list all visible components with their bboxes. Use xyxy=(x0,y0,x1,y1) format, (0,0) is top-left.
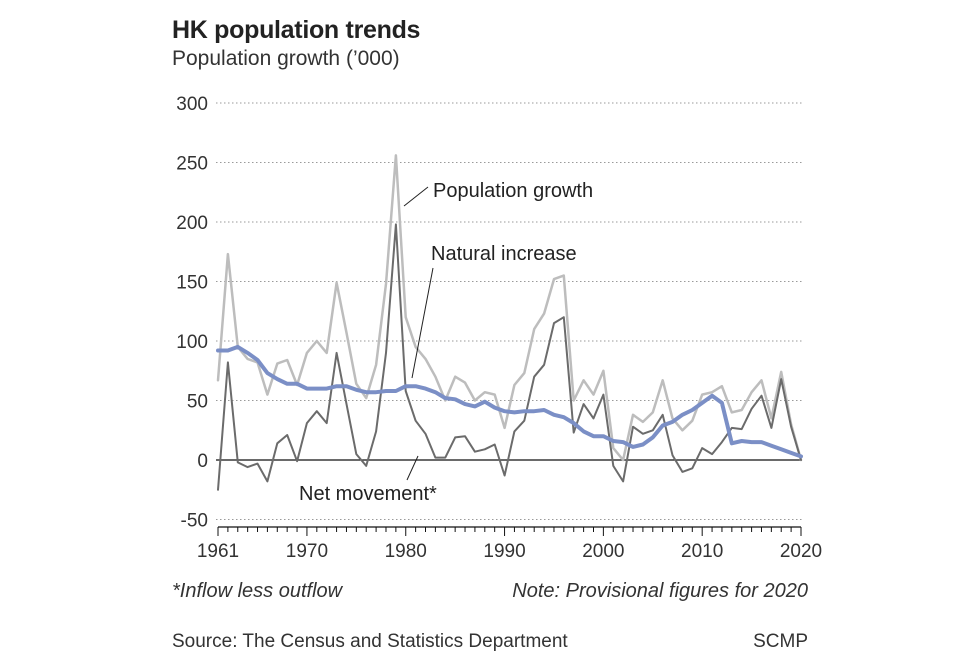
x-tick-label: 1980 xyxy=(385,541,427,562)
footnote-inflow: *Inflow less outflow xyxy=(172,580,343,602)
y-tick-label: 300 xyxy=(176,94,208,115)
x-tick-label: 1970 xyxy=(286,541,328,562)
x-tick-label: 2010 xyxy=(681,541,723,562)
series-line-population-growth xyxy=(216,154,803,462)
y-tick-label: 50 xyxy=(187,392,208,413)
annotation-leader xyxy=(406,455,419,481)
series-line-net-movement xyxy=(217,223,802,491)
y-tick-label: 100 xyxy=(176,332,208,353)
series-lines xyxy=(216,154,803,491)
x-tick-label: 1990 xyxy=(483,541,525,562)
y-tick-label: 250 xyxy=(176,154,208,175)
y-tick-label: -50 xyxy=(181,511,208,532)
x-tick-label: 1961 xyxy=(197,541,239,562)
brand-logo-text: SCMP xyxy=(753,631,808,652)
x-axis: 1961 1970 1980 1990 2000 2010 2020 xyxy=(197,526,822,562)
chart-subtitle: Population growth (’000) xyxy=(172,47,400,70)
x-tick-label: 2000 xyxy=(582,541,624,562)
x-tick-label: 2020 xyxy=(780,541,822,562)
y-tick-label: 0 xyxy=(197,451,208,472)
annotation-net-movement: Net movement* xyxy=(299,483,437,505)
annotation-leader xyxy=(403,186,429,207)
footnote-provisional: Note: Provisional figures for 2020 xyxy=(512,580,808,602)
annotation-leader xyxy=(411,267,434,379)
annotations: Population growth Natural increase Net mov… xyxy=(299,180,593,505)
chart-title: HK population trends xyxy=(172,16,421,44)
y-tick-label: 150 xyxy=(176,273,208,294)
series-line-natural-increase xyxy=(216,344,803,459)
annotation-natural-increase: Natural increase xyxy=(431,243,577,265)
y-tick-labels: -50 0 50 100 150 200 250 300 xyxy=(176,94,208,532)
source-text: Source: The Census and Statistics Depart… xyxy=(172,631,568,652)
y-tick-label: 200 xyxy=(176,213,208,234)
annotation-population-growth: Population growth xyxy=(433,180,593,202)
